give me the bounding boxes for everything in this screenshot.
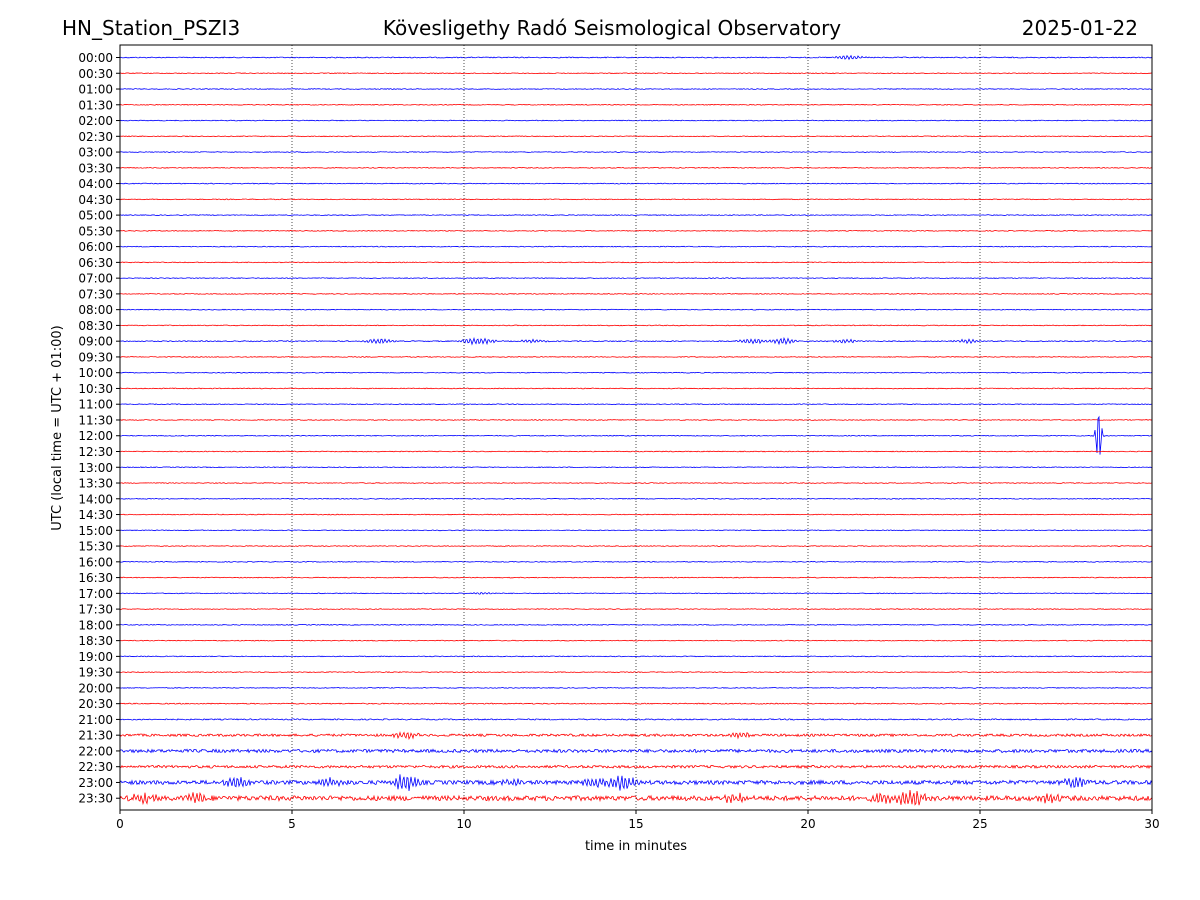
y-tick-label: 11:30 — [78, 413, 113, 427]
station-name: HN_Station_PSZI3 — [62, 16, 240, 40]
x-tick-label: 0 — [116, 817, 124, 831]
y-tick-label: 18:00 — [78, 618, 113, 632]
y-tick-label: 06:30 — [78, 256, 113, 270]
y-tick-label: 14:00 — [78, 492, 113, 506]
y-tick-label: 15:30 — [78, 540, 113, 554]
y-tick-label: 04:30 — [78, 193, 113, 207]
trace-2030 — [119, 702, 1153, 705]
x-tick-label: 25 — [972, 817, 987, 831]
y-tick-label: 18:30 — [78, 634, 113, 648]
trace-0100 — [119, 88, 1153, 90]
plot-date: 2025-01-22 — [1022, 16, 1138, 40]
y-tick-label: 14:30 — [78, 508, 113, 522]
x-tick-label: 5 — [288, 817, 296, 831]
trace-0630 — [119, 261, 1153, 264]
x-tick-label: 20 — [800, 817, 815, 831]
y-tick-label: 00:30 — [78, 67, 113, 81]
y-tick-label: 00:00 — [78, 51, 113, 65]
y-tick-label: 05:30 — [78, 224, 113, 238]
y-tick-label: 20:30 — [78, 697, 113, 711]
x-tick-group: 0 5 10 15 20 25 30 — [116, 810, 1160, 831]
y-tick-label: 09:00 — [78, 335, 113, 349]
trace-2300 — [119, 774, 1153, 792]
y-tick-label: 03:00 — [78, 146, 113, 160]
trace-1030 — [119, 387, 1153, 390]
y-tick-label: 21:30 — [78, 729, 113, 743]
trace-0830 — [119, 324, 1153, 327]
trace-1700 — [119, 592, 1153, 595]
y-tick-label: 23:30 — [78, 792, 113, 806]
y-tick-label: 09:30 — [78, 350, 113, 364]
grid-group — [291, 45, 981, 810]
trace-0230 — [119, 135, 1153, 138]
y-tick-label: 05:00 — [78, 209, 113, 223]
y-tick-label: 07:30 — [78, 287, 113, 301]
trace-2330 — [119, 789, 1153, 806]
y-tick-label: 19:00 — [78, 650, 113, 664]
trace-0900 — [119, 336, 1153, 346]
observatory-title: Kövesligethy Radó Seismological Observat… — [383, 16, 841, 40]
trace-2100 — [119, 718, 1153, 721]
x-tick-label: 10 — [456, 817, 471, 831]
y-tick-label: 11:00 — [78, 398, 113, 412]
y-tick-label: 21:00 — [78, 713, 113, 727]
y-tick-label: 02:00 — [78, 114, 113, 128]
y-tick-label: 10:30 — [78, 382, 113, 396]
y-tick-label: 12:30 — [78, 445, 113, 459]
trace-0030 — [119, 72, 1153, 75]
y-axis-label: UTC (local time = UTC + 01:00) — [50, 325, 65, 530]
trace-1500 — [119, 529, 1153, 532]
trace-1230 — [119, 450, 1153, 453]
trace-1830 — [119, 639, 1153, 642]
y-tick-label: 16:00 — [78, 555, 113, 569]
y-tick-label: 13:30 — [78, 477, 113, 491]
y-tick-label: 15:00 — [78, 524, 113, 538]
y-tick-label: 03:30 — [78, 161, 113, 175]
trace-1300 — [119, 466, 1153, 469]
y-tick-label: 20:00 — [78, 681, 113, 695]
y-tick-label: 01:00 — [78, 83, 113, 97]
y-tick-label: 08:00 — [78, 303, 113, 317]
y-tick-label: 13:00 — [78, 461, 113, 475]
trace-0330 — [119, 166, 1153, 169]
y-tick-label: 23:00 — [78, 776, 113, 790]
trace-0300 — [119, 151, 1153, 153]
y-tick-label: 17:00 — [78, 587, 113, 601]
y-tick-label: 22:30 — [78, 760, 113, 774]
y-tick-label: 06:00 — [78, 240, 113, 254]
trace-0430 — [119, 198, 1153, 201]
trace-2130 — [119, 731, 1153, 741]
y-tick-label: 19:30 — [78, 666, 113, 680]
y-tick-label: 17:30 — [78, 603, 113, 617]
y-tick-label: 10:00 — [78, 366, 113, 380]
trace-1430 — [119, 513, 1153, 516]
y-tick-label: 02:30 — [78, 130, 113, 144]
y-tick-label: 08:30 — [78, 319, 113, 333]
y-tick-label: 12:00 — [78, 429, 113, 443]
trace-0700 — [119, 277, 1153, 280]
x-tick-label: 30 — [1144, 817, 1159, 831]
trace-1900 — [119, 655, 1153, 658]
y-tick-label: 16:30 — [78, 571, 113, 585]
x-axis-label: time in minutes — [585, 839, 687, 854]
y-tick-label: 04:00 — [78, 177, 113, 191]
x-tick-label: 15 — [628, 817, 643, 831]
y-tick-label: 01:30 — [78, 98, 113, 112]
trace-0500 — [119, 214, 1153, 216]
trace-1630 — [119, 576, 1153, 579]
trace-1100 — [119, 403, 1153, 406]
y-tick-label: 07:00 — [78, 272, 113, 286]
y-tick-label: 22:00 — [78, 744, 113, 758]
